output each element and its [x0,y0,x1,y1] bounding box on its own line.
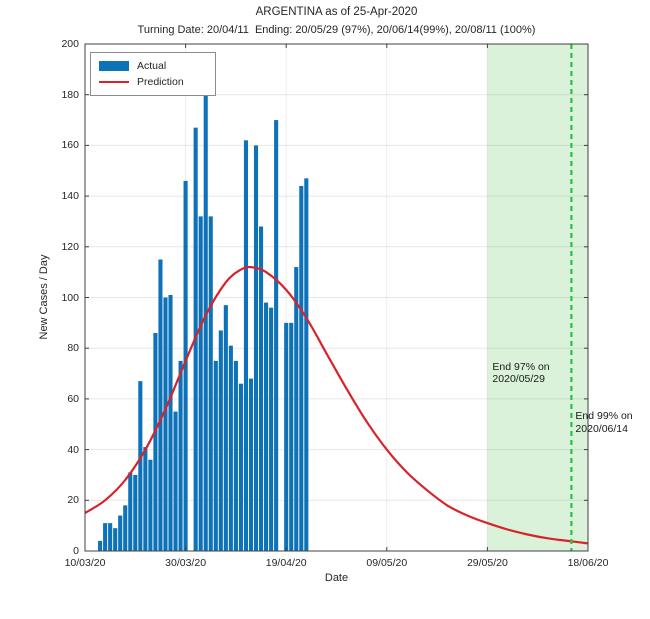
actual-bar [118,515,123,551]
annotation-line: 2020/05/29 [492,373,545,386]
y-tick-label: 200 [61,38,79,50]
actual-bar [103,523,108,551]
actual-bar [183,180,188,551]
actual-bar [98,540,103,551]
actual-bar [168,294,173,551]
y-tick-label: 0 [73,545,79,557]
legend-box: Actual Prediction [90,52,216,96]
actual-bar [198,216,203,551]
actual-bar [158,259,163,551]
x-tick-label: 19/04/20 [265,557,307,569]
x-tick-label: 29/05/20 [466,557,508,569]
x-tick-label: 09/05/20 [366,557,408,569]
actual-bar [253,145,259,551]
actual-bar [143,447,148,551]
actual-bar [243,140,249,551]
actual-bar-swatch [99,61,129,71]
actual-bar [259,226,264,551]
actual-bars-series [98,79,309,552]
actual-bar [153,332,158,551]
actual-bar [238,383,243,551]
y-tick-label: 180 [61,88,79,101]
actual-bar [223,305,228,551]
actual-bar [289,322,294,551]
x-tick-label: 10/03/20 [64,557,106,569]
x-axis-label: Date [324,572,349,584]
annotation-end-97: End 97% on 2020/05/29 [492,361,549,386]
actual-bar [299,185,304,551]
prediction-curve [84,265,589,545]
chart-title: ARGENTINA as of 25-Apr-2020 [255,6,418,18]
actual-bar [123,505,128,551]
actual-bar [269,307,274,551]
actual-bar [138,381,143,551]
legend-item-actual: Actual [99,58,207,74]
legend-label-actual: Actual [137,60,167,72]
legend-label-prediction: Prediction [137,76,184,88]
annotation-line: 2020/06/14 [575,422,628,435]
actual-bar [274,120,279,552]
actual-bar [173,411,178,551]
actual-bar [294,267,299,551]
x-tick-label: 18/06/20 [567,557,609,569]
y-tick-label: 40 [67,443,79,456]
annotation-line: End 97% on [492,360,550,373]
y-tick-label: 160 [61,139,79,152]
x-tick-label: 30/03/20 [165,557,207,569]
actual-bar [233,360,238,552]
prediction-line-swatch [99,80,129,84]
y-tick-label: 100 [61,291,79,304]
actual-bar [113,528,118,551]
actual-bar [108,523,113,551]
actual-bar [213,360,218,552]
legend-item-prediction: Prediction [99,74,207,90]
y-tick-label: 140 [61,190,79,203]
actual-bar [163,297,168,551]
actual-bar [284,322,289,551]
actual-bar [218,330,223,551]
y-tick-label: 20 [67,494,79,507]
actual-bar [128,472,133,551]
actual-bar [208,216,213,551]
annotation-end-99: End 99% on 2020/06/14 [575,410,632,435]
actual-bar [178,360,183,552]
y-tick-label: 60 [67,392,79,405]
y-tick-label: 80 [67,342,79,355]
chart-subtitle: Turning Date: 20/04/11 Ending: 20/05/29 … [137,24,536,36]
annotation-line: End 99% on [575,410,633,423]
actual-bar [248,378,254,551]
y-tick-label: 120 [61,240,79,253]
actual-bar [133,474,138,551]
actual-bar [264,302,269,551]
actual-bar [148,459,153,551]
actual-bar [304,178,309,552]
actual-bar [228,345,233,551]
